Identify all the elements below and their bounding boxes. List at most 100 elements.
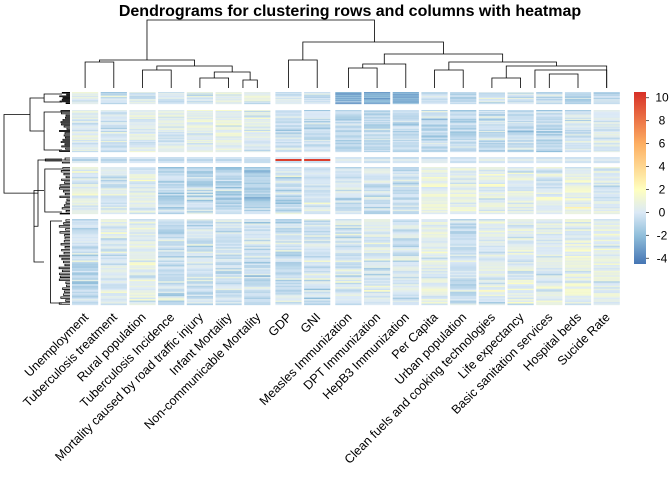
heatmap-cell [450, 191, 477, 193]
heatmap-cell [158, 126, 185, 128]
heatmap-cell [304, 257, 331, 260]
heatmap-cell [304, 248, 331, 251]
heatmap-cell [593, 185, 620, 188]
heatmap-cell [478, 288, 505, 291]
heatmap-cell [392, 211, 419, 213]
heatmap-cell [364, 185, 391, 188]
row-dendrogram-link [66, 93, 70, 96]
heatmap-cell [215, 226, 242, 229]
heatmap-cell [275, 118, 302, 121]
heatmap-cell [304, 171, 331, 173]
heatmap-cell [129, 179, 156, 182]
heatmap-cell [450, 205, 477, 208]
heatmap-cell [536, 209, 563, 212]
heatmap-cell [186, 257, 213, 260]
heatmap-cell [564, 185, 592, 188]
heatmap-cell [100, 199, 127, 202]
heatmap-cell [478, 169, 505, 172]
heatmap-cell [564, 194, 592, 196]
heatmap-cell [72, 297, 99, 300]
heatmap-cell [392, 202, 419, 205]
heatmap-cell [507, 230, 534, 233]
heatmap-cell [593, 127, 620, 129]
heatmap-cell [186, 219, 213, 221]
heatmap-cell [335, 293, 362, 295]
heatmap-cell [536, 232, 563, 234]
heatmap-cell [450, 144, 477, 146]
column-dendrogram-link [146, 19, 375, 60]
heatmap-cell [564, 113, 592, 115]
heatmap-cell [100, 167, 127, 169]
heatmap-cell [478, 192, 505, 195]
heatmap-cell [564, 196, 592, 199]
heatmap-cell [215, 189, 242, 192]
heatmap-cell [304, 175, 331, 178]
heatmap-cell [564, 140, 592, 143]
heatmap-cell [244, 233, 271, 236]
heatmap-cell [536, 178, 563, 180]
heatmap-cell [564, 211, 592, 213]
heatmap-cell [335, 299, 362, 301]
heatmap-cell [564, 290, 592, 292]
heatmap-cell [450, 92, 477, 94]
heatmap-cell [364, 208, 391, 210]
heatmap-cell [244, 242, 271, 245]
heatmap-cell [186, 147, 213, 149]
heatmap-cell [275, 279, 302, 282]
heatmap-cell [450, 201, 477, 203]
heatmap-cell [186, 97, 213, 99]
heatmap-cell [335, 294, 362, 297]
heatmap-cell [129, 263, 156, 266]
heatmap-cell [593, 168, 620, 170]
heatmap-cell [129, 196, 156, 199]
heatmap-cell [275, 238, 302, 240]
heatmap-cell [392, 302, 419, 304]
heatmap-cell [129, 201, 156, 203]
heatmap-cell [304, 293, 331, 295]
row-dendrogram-link [59, 231, 70, 234]
heatmap-cell [244, 201, 271, 203]
heatmap-cell [129, 221, 156, 224]
heatmap-cell [450, 148, 477, 150]
heatmap-cell [335, 227, 362, 230]
heatmap-cell [335, 126, 362, 128]
heatmap-cell [593, 278, 620, 280]
row-dendrogram-link [61, 269, 70, 273]
heatmap-cell [507, 264, 534, 267]
heatmap-cell [478, 178, 505, 180]
heatmap-cell [564, 224, 592, 227]
row-dendrogram-link [64, 237, 70, 240]
heatmap-cell [593, 281, 620, 283]
heatmap-cell [304, 99, 331, 101]
heatmap-cell [392, 223, 419, 226]
heatmap-cell [450, 196, 477, 199]
heatmap-cell [72, 142, 99, 144]
heatmap-cell [421, 270, 448, 273]
heatmap-cell [275, 247, 302, 249]
heatmap-cell [450, 150, 477, 153]
heatmap-cell [244, 126, 271, 128]
heatmap-cell [507, 220, 534, 223]
heatmap-cell [507, 227, 534, 230]
heatmap-cell [72, 112, 99, 114]
heatmap-cell [392, 126, 419, 128]
heatmap-cell [364, 100, 391, 102]
heatmap-cell [478, 142, 505, 144]
heatmap-cell [392, 259, 419, 261]
heatmap-cell [72, 224, 99, 227]
heatmap-cell [536, 132, 563, 134]
heatmap-cell [392, 189, 419, 192]
heatmap-cell [364, 159, 391, 162]
heatmap-cell [421, 172, 448, 175]
heatmap-cell [335, 233, 362, 236]
heatmap-cell [275, 135, 302, 137]
heatmap-cell [392, 129, 419, 132]
heatmap-cell [304, 102, 331, 104]
heatmap-cell [564, 97, 592, 99]
heatmap-cell [478, 204, 505, 206]
heatmap-cell [186, 299, 213, 301]
heatmap-cell [275, 129, 302, 132]
heatmap-cell [536, 101, 563, 103]
heatmap-cell [215, 253, 242, 255]
heatmap-cell [335, 94, 362, 96]
